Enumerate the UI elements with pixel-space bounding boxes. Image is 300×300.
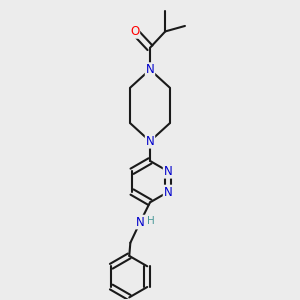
Text: N: N <box>146 63 154 76</box>
Text: H: H <box>147 216 154 226</box>
Text: N: N <box>146 135 154 148</box>
Text: N: N <box>164 165 172 178</box>
Text: N: N <box>136 215 145 229</box>
Text: O: O <box>130 25 139 38</box>
Text: N: N <box>164 185 172 199</box>
